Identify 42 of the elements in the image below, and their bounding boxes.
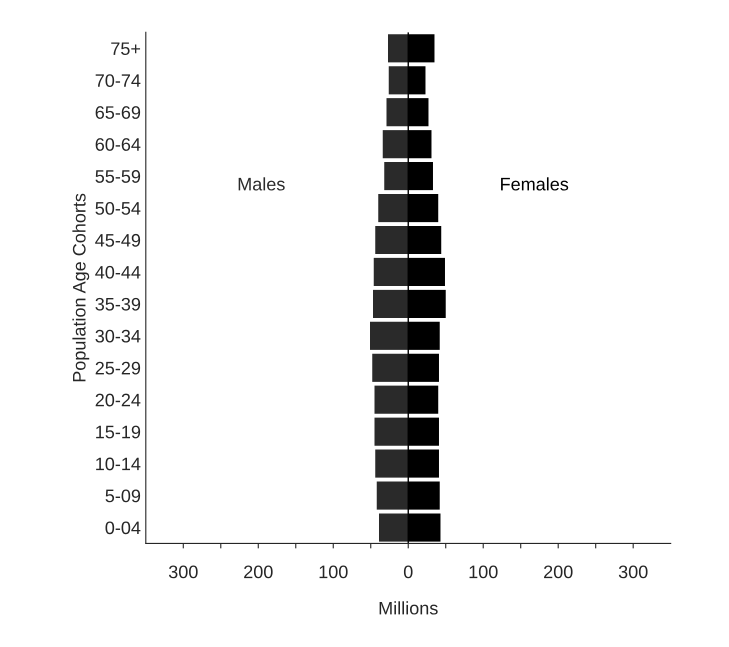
y-axis-title: Population Age Cohorts (72, 194, 90, 382)
y-tick-label: 45-49 (95, 234, 140, 247)
y-tick-label: 15-19 (96, 426, 140, 438)
bar (372, 354, 408, 382)
bar (384, 162, 408, 190)
bar (378, 194, 408, 222)
x-axis-title: Millions (380, 601, 438, 615)
bar (374, 386, 408, 414)
bar (374, 418, 408, 446)
x-tick-label: 200 (244, 565, 273, 578)
bar (386, 98, 408, 126)
y-tick-label: 35-39 (95, 298, 140, 311)
y-tick-label: 55-59 (95, 170, 140, 183)
y-tick-label: 65-69 (96, 106, 140, 119)
bar (374, 258, 408, 286)
text: Males (238, 177, 285, 191)
x-tick-label: 100 (470, 565, 498, 578)
y-tick-label: 20-24 (96, 394, 140, 406)
x-tick-label: 300 (168, 565, 198, 578)
y-tick-label: 75+ (111, 42, 140, 56)
y-tick-label: 30-34 (95, 330, 140, 343)
y-tick-label: 5-09 (106, 489, 140, 502)
y-tick-label: 70-74 (96, 74, 140, 87)
x-tick-label: 100 (320, 565, 348, 578)
x-tick-label: 200 (544, 565, 573, 578)
y-tick-label: 10-14 (96, 458, 140, 470)
y-tick-label: 25-29 (96, 362, 140, 374)
bar (382, 130, 408, 158)
x-tick-label: 300 (618, 565, 648, 578)
bar (375, 450, 408, 478)
y-tick-label: 50-54 (95, 202, 140, 215)
bar (373, 290, 408, 318)
x-tick-label: 0 (404, 565, 413, 578)
bar (375, 226, 408, 254)
bar (388, 34, 408, 62)
text: Females (501, 177, 568, 191)
y-tick-label: 0-04 (106, 521, 140, 534)
bar (388, 66, 408, 94)
y-tick-label: 40-44 (95, 266, 140, 279)
bar (376, 482, 408, 510)
bar (370, 322, 408, 350)
y-tick-label: 60-64 (96, 138, 140, 151)
